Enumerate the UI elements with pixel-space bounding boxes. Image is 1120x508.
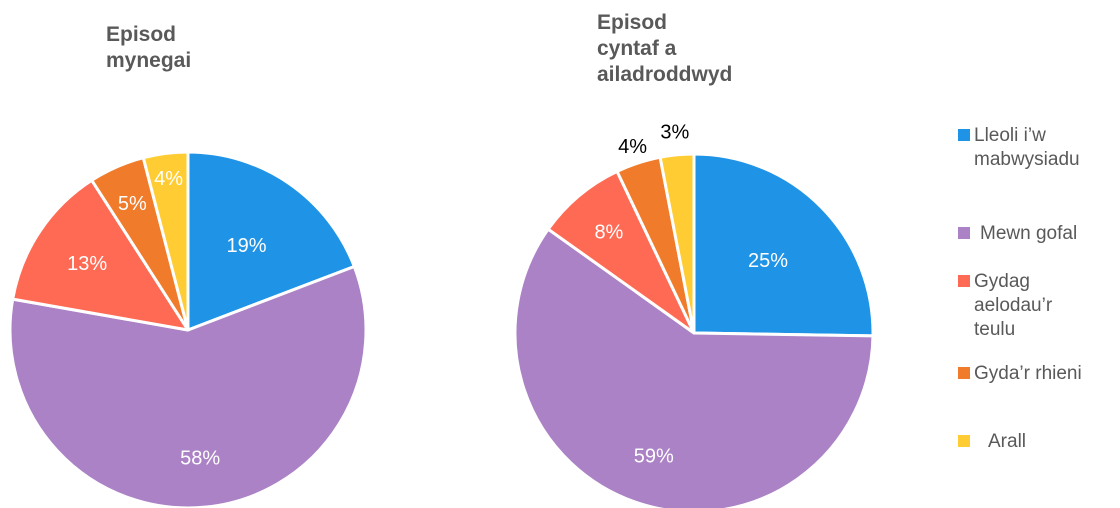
pie-2-slice-other (658, 152, 696, 335)
legend-item-parents: Gyda’r rhieni (958, 362, 1082, 386)
chart-2-title: Episod cyntaf a ailadroddwyd (597, 11, 733, 86)
pie-2-label-family-members: 8% (594, 222, 623, 244)
pie-1-label-adoption: 19% (226, 235, 266, 257)
pie-1-label-parents: 5% (118, 193, 147, 215)
pie-1-slice-other (141, 150, 190, 332)
pie-1-label-in-care: 58% (180, 448, 220, 470)
legend: Lleoli i’w mabwysiadu Mewn gofal Gydag a… (958, 0, 1120, 508)
pie-1-label-other: 4% (154, 168, 183, 190)
chart-1-title: Episod mynegai (106, 23, 192, 72)
pie-chart-index-episode: 19% 58% 13% 5% 4% (8, 150, 368, 508)
legend-swatch-in-care (958, 227, 970, 239)
pie-2-slice-adoption (692, 152, 875, 338)
legend-swatch-adoption (958, 129, 970, 141)
pie-2-slice-family-members (546, 169, 696, 335)
legend-label-in-care: Mewn gofal (980, 223, 1078, 244)
pie-2-slice-in-care (513, 227, 875, 508)
legend-item-other: Arall (958, 430, 1026, 454)
pie-2-label-parents: 4% (618, 136, 647, 158)
pie-2-label-adoption: 25% (748, 250, 788, 272)
pie-1-slice-in-care (8, 264, 368, 508)
legend-label-adoption: Lleoli i’w mabwysiadu (974, 125, 1080, 170)
legend-item-adoption: Lleoli i’w mabwysiadu (958, 124, 1080, 172)
legend-label-family-members: Gydag aelodau’r teulu (974, 271, 1053, 340)
pie-1-slice-family-members (11, 178, 190, 332)
legend-label-other: Arall (988, 431, 1027, 452)
legend-swatch-parents (958, 367, 970, 379)
legend-label-parents: Gyda’r rhieni (974, 363, 1082, 384)
pie-2-label-in-care: 59% (634, 445, 674, 467)
legend-swatch-other (958, 435, 970, 447)
pie-1-slice-adoption (186, 150, 356, 332)
pie-chart-first-repeat-episode: 25% 59% 8% 4% 3% (513, 122, 875, 508)
legend-item-family-members: Gydag aelodau’r teulu (958, 270, 1052, 342)
pie-2-label-other: 3% (660, 122, 689, 144)
pie-1-label-family-members: 13% (67, 253, 107, 275)
legend-item-in-care: Mewn gofal (958, 222, 1077, 246)
legend-swatch-family-members (958, 275, 970, 287)
